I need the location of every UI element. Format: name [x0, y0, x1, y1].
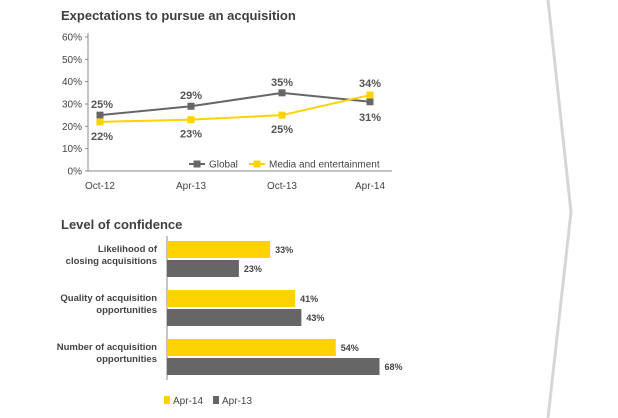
series-1-marker: [366, 91, 374, 99]
bar-Apr-14: [167, 290, 296, 307]
bar-Apr-14: [167, 339, 336, 356]
legend-label: Media and entertainment: [269, 160, 380, 171]
category-label: Number of acquisition: [57, 342, 157, 353]
category-label: opportunities: [96, 305, 157, 316]
y-tick-label: 50%: [62, 55, 82, 66]
bar-Apr-13: [167, 260, 239, 277]
series-line-1: [99, 94, 371, 123]
series-1-data-label: 25%: [271, 124, 293, 136]
chevron-divider: [546, 0, 573, 418]
category-label: Likelihood of: [98, 244, 158, 255]
y-tick-label: 30%: [62, 100, 82, 111]
y-tick-label: 10%: [62, 144, 82, 155]
y-tick-label: 40%: [62, 77, 82, 88]
series-line-0: [99, 91, 371, 117]
legend-swatch: [213, 396, 219, 404]
series-0-marker: [187, 102, 195, 110]
bar-value-label: 41%: [300, 294, 318, 304]
bar-value-label: 54%: [341, 343, 359, 353]
category-label: Quality of acquisition: [60, 293, 157, 304]
x-tick-label: Apr-13: [176, 181, 206, 192]
x-tick-label: Oct-13: [267, 181, 297, 192]
legend-swatch-marker: [253, 160, 261, 168]
series-0-marker: [366, 98, 374, 106]
series-1-marker: [187, 116, 195, 124]
series-1-data-label: 23%: [180, 129, 202, 141]
series-1-data-label: 22%: [91, 131, 113, 143]
line-chart-title: Expectations to pursue an acquisition: [61, 8, 296, 23]
x-tick-label: Apr-14: [355, 181, 385, 192]
y-tick-label: 20%: [62, 122, 82, 133]
y-tick-label: 60%: [62, 33, 82, 44]
series-0-data-label: 31%: [359, 112, 381, 124]
bar-value-label: 43%: [306, 313, 324, 323]
legend-label: Global: [209, 160, 238, 171]
legend-label: Apr-13: [222, 396, 252, 407]
bar-value-label: 68%: [385, 362, 403, 372]
legend-swatch-marker: [193, 160, 201, 168]
y-tick-label: 0%: [68, 167, 83, 178]
legend-label: Apr-14: [173, 396, 203, 407]
bar-chart-title: Level of confidence: [61, 217, 183, 232]
x-tick-label: Oct-12: [85, 181, 115, 192]
bar-value-label: 23%: [244, 264, 262, 274]
series-0-data-label: 35%: [271, 77, 293, 89]
legend-swatch: [164, 396, 170, 404]
series-1-marker: [278, 111, 286, 119]
bar-Apr-14: [167, 241, 271, 258]
series-0-data-label: 25%: [91, 99, 113, 111]
series-0-marker: [278, 89, 286, 97]
bar-Apr-13: [167, 358, 380, 375]
bar-Apr-13: [167, 309, 302, 326]
series-0-data-label: 29%: [180, 90, 202, 102]
category-label: opportunities: [96, 354, 157, 365]
series-1-marker: [96, 118, 104, 126]
series-1-data-label: 34%: [359, 78, 381, 90]
category-label: closing acquisitions: [66, 256, 157, 267]
bar-value-label: 33%: [275, 245, 293, 255]
series-0-marker: [96, 111, 104, 119]
